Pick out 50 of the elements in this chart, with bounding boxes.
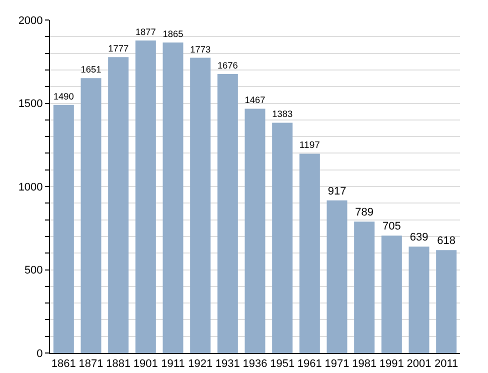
x-tick-label: 1871 bbox=[78, 358, 104, 370]
data-label: 1651 bbox=[80, 64, 102, 75]
data-label: 1383 bbox=[272, 109, 293, 120]
bar bbox=[80, 78, 102, 353]
data-label: 1467 bbox=[244, 95, 266, 106]
x-tick-label: 2011 bbox=[434, 358, 458, 370]
data-label: 1490 bbox=[53, 91, 74, 102]
bar bbox=[436, 250, 457, 353]
bar bbox=[53, 104, 74, 353]
data-label: 1865 bbox=[162, 28, 184, 39]
y-tick-label: 500 bbox=[24, 264, 43, 277]
x-tick-label: 1861 bbox=[51, 358, 76, 370]
x-tick-label: 1936 bbox=[242, 358, 268, 370]
data-label: 917 bbox=[328, 185, 346, 198]
data-label: 1676 bbox=[217, 60, 238, 70]
bar bbox=[108, 57, 129, 353]
data-label: 1197 bbox=[299, 140, 320, 152]
bar bbox=[135, 40, 156, 353]
data-label: 639 bbox=[410, 232, 428, 244]
x-tick-label: 1911 bbox=[161, 358, 185, 370]
x-tick-label: 1951 bbox=[270, 358, 295, 370]
bar bbox=[217, 74, 238, 353]
x-tick-label: 1931 bbox=[215, 358, 240, 370]
data-label: 789 bbox=[355, 206, 374, 219]
y-tick-label: 2000 bbox=[18, 14, 43, 27]
data-label: 705 bbox=[382, 220, 401, 233]
y-tick-label: 1000 bbox=[18, 181, 43, 194]
y-tick-label: 1500 bbox=[18, 98, 43, 110]
bar bbox=[190, 58, 211, 353]
x-tick-label: 1921 bbox=[188, 358, 213, 370]
bar bbox=[272, 122, 293, 353]
data-label: 1877 bbox=[135, 26, 156, 37]
bar bbox=[381, 236, 402, 353]
data-label: 1777 bbox=[108, 44, 129, 54]
bar bbox=[354, 222, 375, 353]
bar bbox=[244, 108, 266, 353]
x-tick-label: 2001 bbox=[406, 358, 432, 370]
bar bbox=[408, 246, 430, 353]
y-tick-label: 0 bbox=[36, 348, 43, 360]
x-tick-label: 1971 bbox=[324, 358, 350, 370]
data-label: 618 bbox=[437, 235, 456, 248]
x-tick-label: 1961 bbox=[297, 358, 322, 370]
bar bbox=[162, 42, 184, 353]
x-tick-label: 1901 bbox=[133, 358, 158, 370]
x-tick-label: 1881 bbox=[106, 358, 131, 370]
data-label: 1773 bbox=[190, 44, 211, 54]
x-tick-label: 1991 bbox=[379, 358, 404, 370]
x-tick-label: 1981 bbox=[352, 358, 377, 370]
bar bbox=[326, 200, 348, 353]
bar bbox=[299, 154, 320, 353]
